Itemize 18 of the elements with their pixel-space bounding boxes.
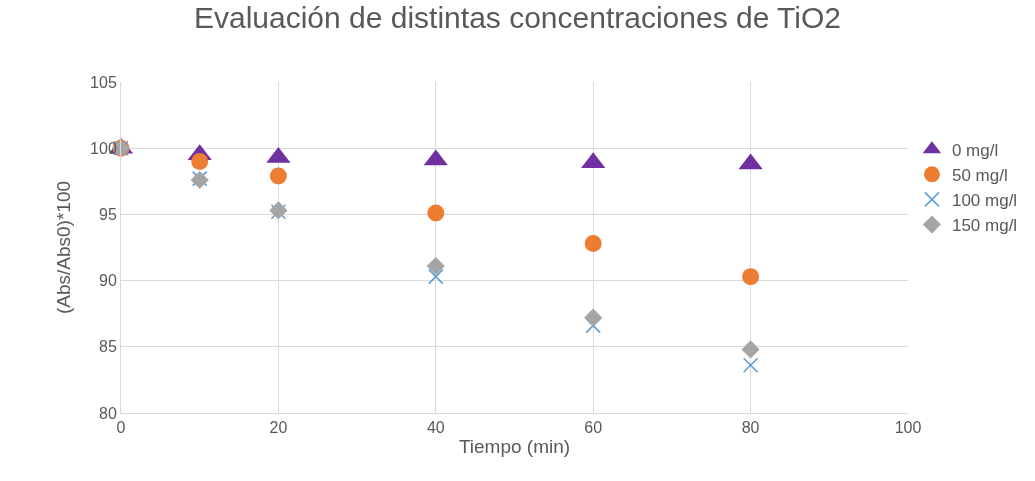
legend-label: 150 mg/l xyxy=(951,216,1018,236)
legend-label: 0 mg/l xyxy=(951,140,999,160)
y-axis-title: (Abs/Abs0)*100 xyxy=(52,180,74,315)
x-tick-label: 40 xyxy=(426,419,445,437)
x-tick-label: 0 xyxy=(116,419,126,437)
y-tick-label: 85 xyxy=(99,338,117,356)
chart-title: Evaluación de distintas concentraciones de TiO2 xyxy=(193,1,842,35)
y-tick-label: 105 xyxy=(90,73,117,91)
legend-label: 100 mg/l xyxy=(951,191,1018,211)
x-axis-title: Tiempo (min) xyxy=(458,436,571,457)
x-tick-label: 20 xyxy=(269,419,288,437)
y-tick-label: 95 xyxy=(99,206,117,223)
y-tick-label: 90 xyxy=(99,272,117,290)
x-tick-label: 80 xyxy=(741,419,760,437)
y-tick-label: 80 xyxy=(99,404,117,422)
x-tick-label: 60 xyxy=(584,419,603,437)
x-tick-label: 100 xyxy=(894,419,922,437)
legend-label: 50 mg/l xyxy=(951,165,1008,185)
